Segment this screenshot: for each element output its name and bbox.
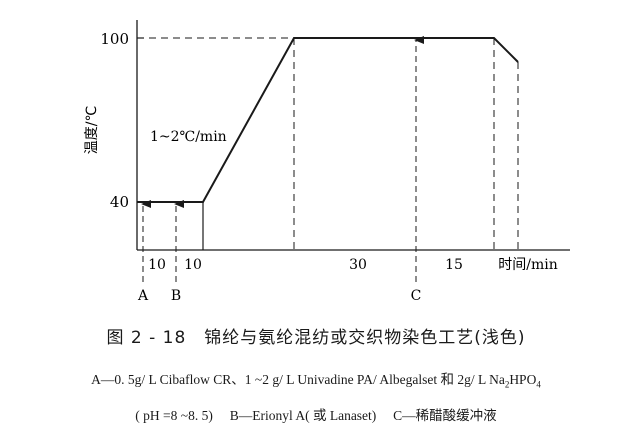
caption-line1-text: A—0. 5g/ L Cibaflow CR、1 ~2 g/ L Univadi… <box>91 372 505 387</box>
segment-label-2: 10 <box>184 257 202 273</box>
segment-label-4: 15 <box>445 257 463 273</box>
y-tick-label-40: 40 <box>110 193 129 211</box>
marker-c: C <box>411 288 422 304</box>
dyeing-process-diagram: 100 40 温度/℃ 1~2℃/min 10 10 30 15 时间/min … <box>84 20 570 304</box>
marker-b: B <box>171 288 181 304</box>
y-tick-label-100: 100 <box>100 30 129 48</box>
segment-label-1: 10 <box>148 257 166 273</box>
segment-label-3: 30 <box>349 257 367 273</box>
y-axis-label: 温度/℃ <box>84 106 100 154</box>
figure-caption-line-2: ( pH =8 ~8. 5) B—Erionyl A( 或 Lanaset) C… <box>135 408 497 423</box>
caption-line1-sub2: 4 <box>536 379 541 390</box>
caption-line1-sub1: 2 <box>504 379 510 390</box>
temperature-profile <box>137 37 519 203</box>
caption-line1-mid: HPO <box>509 372 537 387</box>
marker-a: A <box>137 288 149 304</box>
x-axis-label: 时间/min <box>498 257 558 273</box>
figure-caption-title: 图 2 - 18 锦纶与氨纶混纺或交织物染色工艺(浅色) <box>106 328 526 348</box>
figure-caption-line-1: A—0. 5g/ L Cibaflow CR、1 ~2 g/ L Univadi… <box>0 368 632 390</box>
rate-label: 1~2℃/min <box>150 129 227 145</box>
